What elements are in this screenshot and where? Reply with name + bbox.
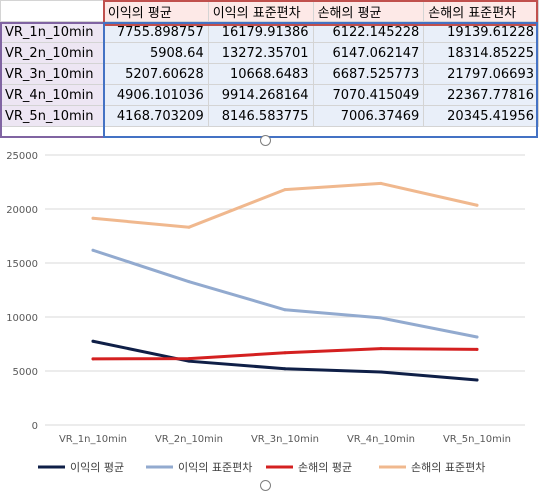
value-cell[interactable]: 20345.41956 xyxy=(423,105,539,127)
x-tick-label: VR_5n_10min xyxy=(443,434,511,445)
value-cell[interactable]: 4168.703209 xyxy=(102,105,209,127)
header-cell-profit-mean[interactable]: 이익의 평균 xyxy=(102,0,209,22)
value-cell[interactable]: 6147.062147 xyxy=(312,42,425,64)
value-cell[interactable]: 5207.60628 xyxy=(102,63,209,85)
data-point[interactable] xyxy=(379,316,383,320)
data-point[interactable] xyxy=(475,203,479,207)
value-cell[interactable]: 7070.415049 xyxy=(312,84,425,106)
value-cell[interactable]: 21797.06693 xyxy=(423,63,539,85)
y-tick-label: 15000 xyxy=(6,259,38,270)
value-cell[interactable]: 6122.145228 xyxy=(312,21,425,43)
data-point[interactable] xyxy=(379,347,383,351)
data-point[interactable] xyxy=(379,370,383,374)
table-row: VR_5n_10min 4168.703209 8146.583775 7006… xyxy=(0,105,539,127)
y-tick-label: 0 xyxy=(32,421,38,432)
table-header-row: 이익의 평균 이익의 표준편차 손해의 평균 손해의 표준편차 xyxy=(0,0,539,22)
row-label-cell[interactable]: VR_5n_10min xyxy=(0,105,104,127)
value-cell[interactable]: 16179.91386 xyxy=(207,21,314,43)
y-tick-label: 20000 xyxy=(6,205,38,216)
value-cell[interactable]: 6687.525773 xyxy=(312,63,425,85)
legend-label[interactable]: 이익의 표준편차 xyxy=(178,461,252,474)
chart-area[interactable]: 0 5000 10000 15000 20000 25000 VR_1n_10min VR_2… xyxy=(0,140,539,486)
data-point[interactable] xyxy=(91,216,95,220)
table-row: VR_4n_10min 4906.101036 9914.268164 7070… xyxy=(0,84,539,106)
y-tick-label: 25000 xyxy=(6,151,38,162)
row-label-cell[interactable]: VR_4n_10min xyxy=(0,84,104,106)
value-cell[interactable]: 7006.37469 xyxy=(312,105,425,127)
value-cell[interactable]: 13272.35701 xyxy=(207,42,314,64)
value-cell[interactable]: 22367.77816 xyxy=(423,84,539,106)
table-row: VR_1n_10min 7755.898757 16179.91386 6122… xyxy=(0,21,539,43)
data-point[interactable] xyxy=(187,280,191,284)
row-label-cell[interactable]: VR_1n_10min xyxy=(0,21,104,43)
header-cell-loss-std[interactable]: 손해의 표준편차 xyxy=(423,0,539,22)
y-tick-label: 10000 xyxy=(6,313,38,324)
series-line-0[interactable] xyxy=(91,339,479,382)
data-point[interactable] xyxy=(475,378,479,382)
data-point[interactable] xyxy=(475,335,479,339)
value-cell[interactable]: 18314.85225 xyxy=(423,42,539,64)
legend-label[interactable]: 손해의 표준편차 xyxy=(411,460,485,474)
value-cell[interactable]: 9914.268164 xyxy=(207,84,314,106)
data-table: 이익의 평균 이익의 표준편차 손해의 평균 손해의 표준편차 VR_1n_10… xyxy=(0,0,539,127)
data-point[interactable] xyxy=(379,181,383,185)
value-cell[interactable]: 19139.61228 xyxy=(423,21,539,43)
data-point[interactable] xyxy=(283,367,287,371)
value-cell[interactable]: 5908.64 xyxy=(102,42,209,64)
line-chart[interactable]: 0 5000 10000 15000 20000 25000 VR_1n_10min VR_2… xyxy=(0,140,539,486)
data-point[interactable] xyxy=(283,188,287,192)
data-point[interactable] xyxy=(91,357,95,361)
data-point[interactable] xyxy=(187,359,191,363)
legend-label[interactable]: 이익의 평균 xyxy=(70,461,124,474)
corner-cell[interactable] xyxy=(0,0,104,22)
table-row: VR_3n_10min 5207.60628 10668.6483 6687.5… xyxy=(0,63,539,85)
y-tick-label: 5000 xyxy=(13,367,38,378)
table-row: VR_2n_10min 5908.64 13272.35701 6147.062… xyxy=(0,42,539,64)
x-tick-label: VR_3n_10min xyxy=(251,434,319,445)
value-cell[interactable]: 10668.6483 xyxy=(207,63,314,85)
header-cell-loss-mean[interactable]: 손해의 평균 xyxy=(312,0,425,22)
resize-handle-top-center[interactable] xyxy=(260,135,271,146)
x-tick-label: VR_1n_10min xyxy=(59,434,127,445)
row-label-cell[interactable]: VR_2n_10min xyxy=(0,42,104,64)
data-point[interactable] xyxy=(283,351,287,355)
x-tick-label: VR_4n_10min xyxy=(347,434,415,445)
data-point[interactable] xyxy=(187,225,191,229)
legend-label[interactable]: 손해의 평균 xyxy=(298,460,352,474)
row-label-cell[interactable]: VR_3n_10min xyxy=(0,63,104,85)
data-point[interactable] xyxy=(91,339,95,343)
data-point[interactable] xyxy=(187,357,191,361)
data-point[interactable] xyxy=(283,308,287,312)
data-point[interactable] xyxy=(475,347,479,351)
value-cell[interactable]: 8146.583775 xyxy=(207,105,314,127)
header-cell-profit-std[interactable]: 이익의 표준편차 xyxy=(207,0,314,22)
x-tick-label: VR_2n_10min xyxy=(155,434,223,445)
spreadsheet: 이익의 평균 이익의 표준편차 손해의 평균 손해의 표준편차 VR_1n_10… xyxy=(0,0,539,140)
data-point[interactable] xyxy=(91,248,95,252)
value-cell[interactable]: 7755.898757 xyxy=(102,21,209,43)
value-cell[interactable]: 4906.101036 xyxy=(102,84,209,106)
